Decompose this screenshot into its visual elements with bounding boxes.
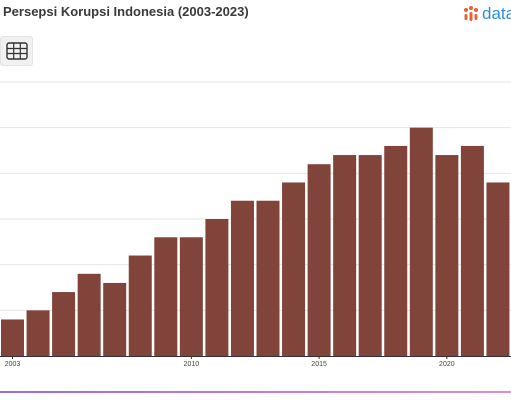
x-tick-label: 2010 — [184, 361, 200, 368]
bar-2005[interactable] — [52, 292, 76, 356]
bar-2007[interactable] — [103, 282, 127, 356]
bar-2016[interactable] — [333, 155, 357, 356]
bar-2015[interactable] — [307, 164, 331, 356]
x-axis: 2003 2010 2015 2020 — [0, 356, 511, 368]
bar-2006[interactable] — [77, 273, 101, 356]
bar-2017[interactable] — [358, 155, 382, 356]
bar-2019[interactable] — [409, 127, 433, 357]
table-view-button[interactable] — [0, 36, 33, 66]
brand-name: data — [482, 4, 511, 23]
brand-logo[interactable]: data — [462, 2, 511, 26]
bar-2022[interactable] — [486, 182, 510, 356]
bar-2009[interactable] — [154, 237, 178, 356]
bar-2020[interactable] — [435, 155, 459, 356]
bar-2003[interactable] — [1, 319, 24, 356]
bar-2004[interactable] — [26, 310, 50, 356]
grid-lines — [0, 81, 511, 311]
bottom-divider — [0, 391, 511, 393]
x-tick-label: 2020 — [439, 361, 455, 368]
bar-2021[interactable] — [460, 145, 484, 356]
table-grid-icon — [5, 42, 28, 60]
brand-mark-icon — [464, 6, 478, 21]
bar-2011[interactable] — [205, 219, 229, 356]
x-tick-label: 2003 — [5, 361, 21, 368]
bar-2014[interactable] — [282, 182, 306, 356]
bar-2012[interactable] — [230, 200, 254, 356]
bar-2013[interactable] — [256, 200, 280, 356]
bars — [1, 127, 510, 357]
bar-2008[interactable] — [128, 255, 152, 356]
x-tick-label: 2015 — [311, 361, 327, 368]
bar-2018[interactable] — [384, 145, 408, 356]
bar-2010[interactable] — [179, 237, 203, 356]
chart-title: Persepsi Korupsi Indonesia (2003-2023) — [3, 4, 249, 19]
